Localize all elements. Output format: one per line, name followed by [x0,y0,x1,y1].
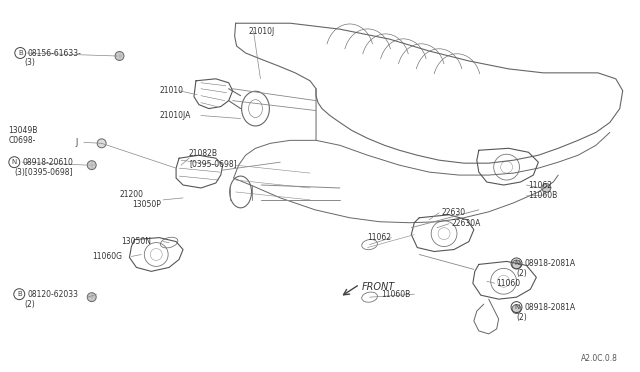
Text: B: B [18,50,22,56]
Text: 22630: 22630 [441,208,465,217]
Text: [0395-0698]: [0395-0698] [189,159,237,168]
Text: FRONT: FRONT [362,282,395,292]
Text: 13050N: 13050N [122,237,152,246]
Circle shape [87,293,96,302]
Text: (2): (2) [516,269,527,278]
Circle shape [87,161,96,170]
Text: 13049B: 13049B [8,126,38,135]
Text: 11060: 11060 [497,279,521,288]
Text: N: N [12,159,17,165]
Circle shape [542,183,551,192]
Text: 13050P: 13050P [132,201,161,209]
Text: 21200: 21200 [120,190,143,199]
Circle shape [115,51,124,60]
Text: 21082B: 21082B [189,149,218,158]
Text: J: J [76,138,78,147]
Text: N: N [514,304,519,310]
Text: 11060B: 11060B [529,192,557,201]
Text: C0698-: C0698- [8,136,36,145]
Text: 11062: 11062 [529,180,552,189]
Circle shape [512,305,521,314]
Text: B: B [17,291,22,297]
Circle shape [97,139,106,148]
Text: 21010JA: 21010JA [159,111,191,120]
Text: 11062: 11062 [367,233,392,242]
Circle shape [512,260,521,269]
Text: 08918-20610: 08918-20610 [22,158,73,167]
Text: (2): (2) [24,299,35,309]
Text: 22630A: 22630A [451,219,481,228]
Text: 11060B: 11060B [381,290,411,299]
Text: 11060G: 11060G [92,252,122,261]
Text: 08918-2081A: 08918-2081A [524,302,575,312]
Text: 21010J: 21010J [248,27,275,36]
Text: 08918-2081A: 08918-2081A [524,259,575,268]
Text: (2): (2) [516,312,527,321]
Text: A2.0C.0.8: A2.0C.0.8 [581,354,618,363]
Text: 08156-61633-: 08156-61633- [28,48,81,58]
Text: (3): (3) [24,58,35,67]
Text: 08120-62033: 08120-62033 [28,290,78,299]
Text: (3)[0395-0698]: (3)[0395-0698] [14,168,73,177]
Text: N: N [514,260,519,266]
Text: 21010: 21010 [159,86,183,95]
